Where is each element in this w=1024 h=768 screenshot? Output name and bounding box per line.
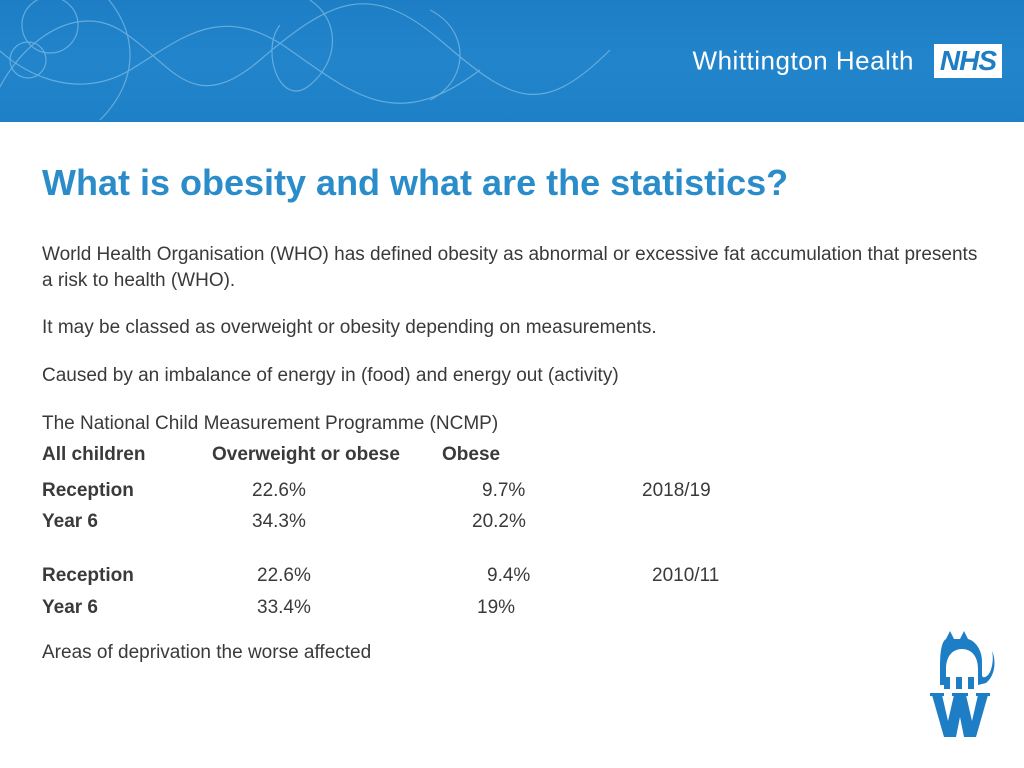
row-label: Reception (42, 478, 212, 504)
table-row: Year 6 34.3% 20.2% (42, 509, 982, 535)
paragraph: It may be classed as overweight or obesi… (42, 315, 982, 341)
col-header (642, 442, 802, 468)
table-row: Reception 22.6% 9.7% 2018/19 (42, 478, 982, 504)
cell: 20.2% (442, 509, 642, 535)
body-text: World Health Organisation (WHO) has defi… (42, 242, 982, 666)
year-label: 2010/11 (642, 563, 802, 589)
col-header: Overweight or obese (212, 442, 442, 468)
col-header: All children (42, 442, 212, 468)
nhs-logo: NHS (934, 44, 1002, 78)
whittington-cat-logo-icon (926, 629, 996, 744)
header-banner: Whittington Health NHS (0, 0, 1024, 122)
ncmp-table: All children Overweight or obese Obese R… (42, 442, 982, 620)
org-name: Whittington Health (693, 46, 914, 77)
row-label: Reception (42, 563, 212, 589)
paragraph: World Health Organisation (WHO) has defi… (42, 242, 982, 293)
row-label: Year 6 (42, 595, 212, 621)
table-row: Year 6 33.4% 19% (42, 595, 982, 621)
cell: 19% (442, 595, 642, 621)
paragraph: Caused by an imbalance of energy in (foo… (42, 363, 982, 389)
closing-paragraph: Areas of deprivation the worse affected (42, 640, 982, 666)
banner-swirl-decoration (0, 0, 620, 122)
cell: 33.4% (212, 595, 442, 621)
slide-title: What is obesity and what are the statist… (42, 162, 982, 204)
cell-empty (642, 595, 802, 621)
cell: 9.4% (442, 563, 642, 589)
paragraph: The National Child Measurement Programme… (42, 411, 982, 437)
table-row: Reception 22.6% 9.4% 2010/11 (42, 563, 982, 589)
cell: 9.7% (442, 478, 642, 504)
cell: 22.6% (212, 563, 442, 589)
row-label: Year 6 (42, 509, 212, 535)
cell: 22.6% (212, 478, 442, 504)
slide-content: What is obesity and what are the statist… (0, 122, 1024, 666)
col-header: Obese (442, 442, 642, 468)
year-label: 2018/19 (642, 478, 802, 504)
table-header-row: All children Overweight or obese Obese (42, 442, 982, 468)
cell-empty (642, 509, 802, 535)
cell: 34.3% (212, 509, 442, 535)
